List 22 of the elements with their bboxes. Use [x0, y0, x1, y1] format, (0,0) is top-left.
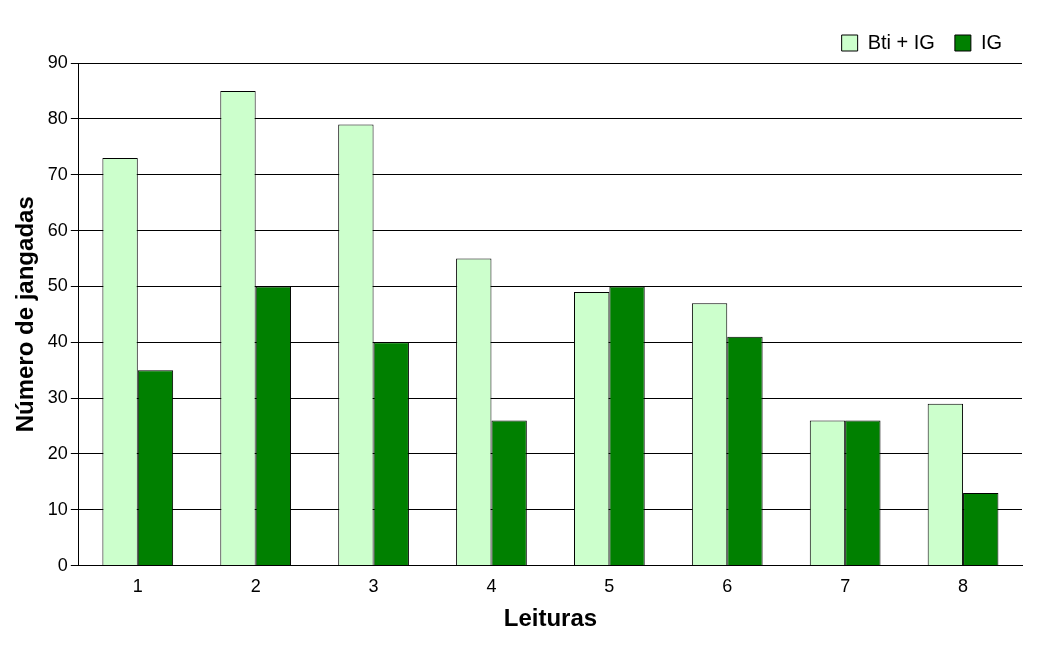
legend-label: IG: [980, 30, 1003, 53]
y-tick-label: 50: [47, 275, 68, 296]
x-tick-label: 5: [604, 576, 615, 597]
y-tick-label: 10: [47, 498, 68, 519]
x-tick-label: 2: [250, 576, 261, 597]
y-tick-label: 0: [57, 554, 68, 575]
y-axis-title: Número de jangadas: [11, 196, 39, 433]
x-tick-label: 1: [132, 576, 143, 597]
y-tick-label: 40: [47, 331, 68, 352]
y-tick-label: 80: [47, 107, 68, 128]
x-tick-label: 8: [958, 576, 969, 597]
x-tick-label: 7: [840, 576, 851, 597]
y-tick-label: 30: [47, 387, 68, 408]
x-tick-label: 6: [722, 576, 733, 597]
x-tick-label: 4: [486, 576, 497, 597]
y-tick-label: 90: [47, 51, 68, 72]
y-tick-label: 20: [47, 442, 68, 463]
x-axis-title: Leituras: [503, 604, 598, 632]
y-tick-label: 60: [47, 219, 68, 240]
legend-label: Bti + IG: [867, 30, 935, 53]
y-tick-label: 70: [47, 163, 68, 184]
x-tick-label: 3: [368, 576, 379, 597]
